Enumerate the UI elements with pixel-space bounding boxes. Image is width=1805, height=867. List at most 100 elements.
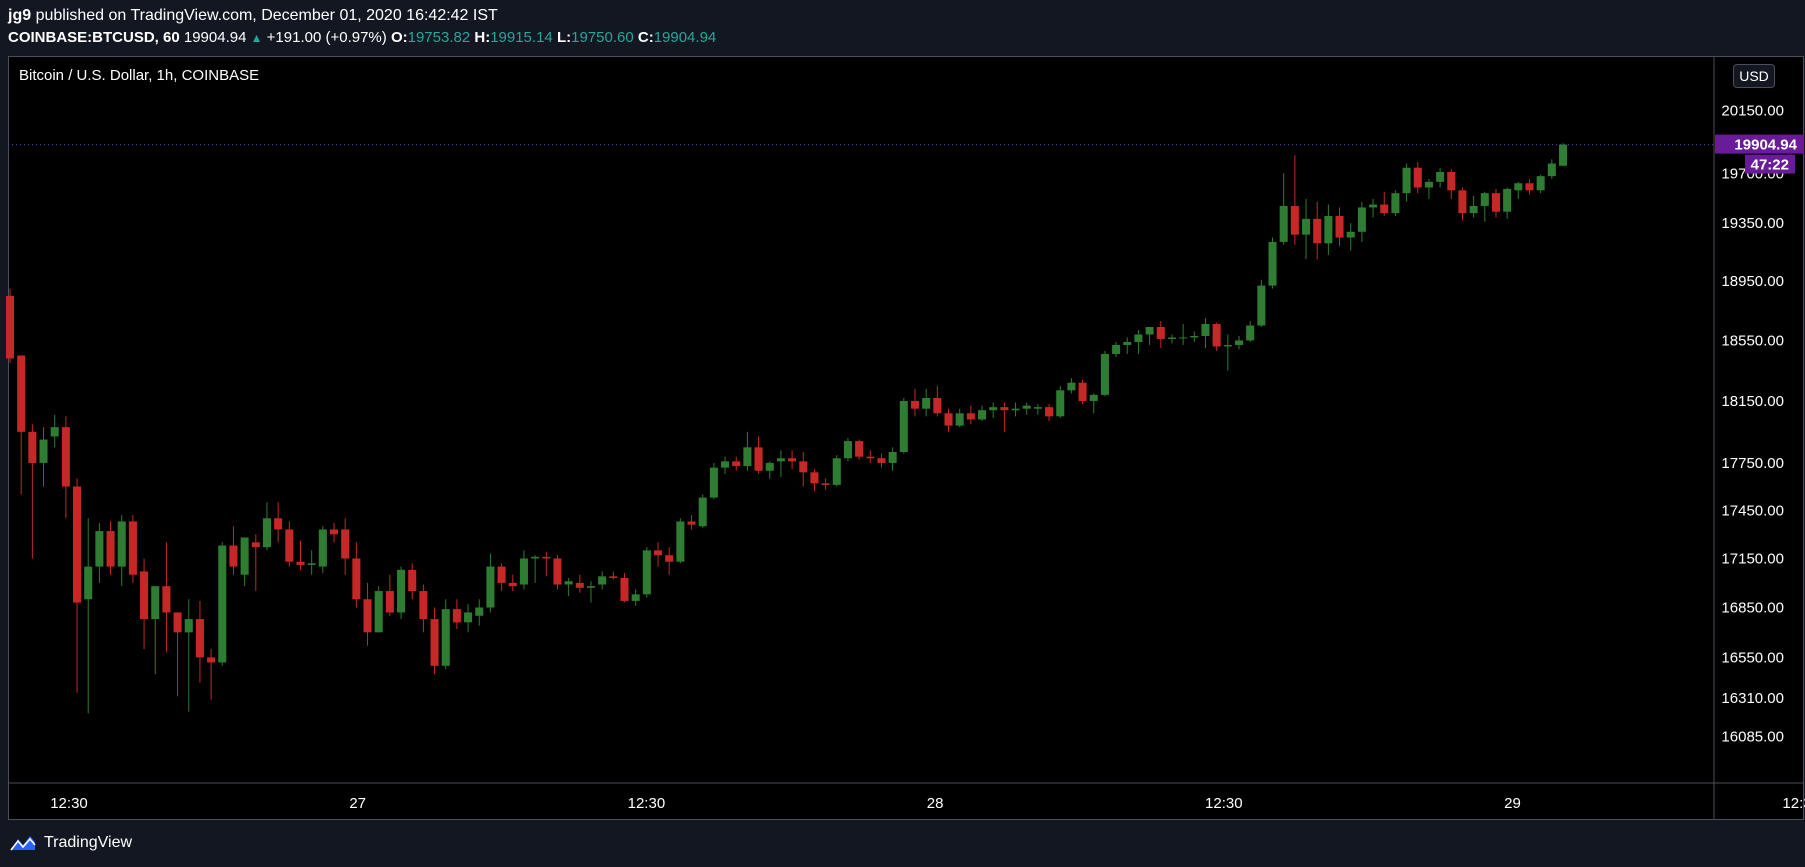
candle-body (1536, 176, 1545, 191)
candle-body (1045, 407, 1054, 417)
candle-body (318, 529, 327, 567)
candle-body (732, 461, 741, 467)
symbol-name[interactable]: COINBASE:BTCUSD, 60 (8, 29, 180, 46)
price-change: +191.00 (+0.97%) (266, 29, 387, 46)
y-tick-label: 16085.00 (1721, 729, 1784, 746)
candle-body (1067, 382, 1076, 391)
candle-body (408, 569, 417, 592)
candle-body (899, 401, 908, 452)
candle-body (1380, 204, 1389, 214)
y-tick-label: 18950.00 (1721, 273, 1784, 290)
candle-body (955, 413, 964, 426)
candle-body (39, 439, 48, 463)
candle-body (843, 441, 852, 459)
candle-body (910, 401, 920, 409)
candle-body (933, 397, 942, 414)
candle-body (665, 555, 674, 562)
candle-body (419, 591, 428, 620)
candle-body (329, 529, 339, 535)
candle-body (352, 558, 361, 600)
tradingview-brand[interactable]: TradingView (44, 834, 133, 851)
publisher-name[interactable]: jg9 (8, 7, 32, 24)
close-value: 19904.94 (653, 29, 717, 46)
candle-body (475, 607, 484, 616)
candle-body (575, 582, 584, 588)
candle-body (642, 550, 651, 595)
candle-body (50, 427, 59, 437)
candle-body (95, 531, 104, 567)
candle-body (709, 467, 718, 498)
y-tick-label: 17150.00 (1721, 550, 1784, 567)
candle-body (285, 529, 294, 562)
candle-body (1234, 340, 1244, 345)
candle-body (866, 456, 875, 459)
x-tick-label: 27 (349, 795, 366, 812)
candle-body (184, 619, 193, 633)
candle-body (1257, 285, 1266, 326)
candle-body (687, 521, 696, 525)
candle-body (1033, 407, 1042, 409)
chart-border (8, 56, 1804, 820)
candle-body (1112, 344, 1121, 354)
candle-body (140, 571, 149, 620)
candle-body (1447, 171, 1456, 191)
candle-body (519, 558, 528, 585)
candle-body (1179, 337, 1188, 339)
candle-body (1424, 181, 1433, 188)
candle-body (28, 431, 37, 463)
candle-body (1000, 407, 1009, 411)
candle-body (1268, 241, 1277, 286)
candle-body (1413, 167, 1422, 188)
candle-body (743, 447, 752, 467)
open-value: 19753.82 (407, 29, 471, 46)
candle-body (452, 609, 461, 623)
candle-body (564, 581, 573, 585)
candle-body (1346, 231, 1355, 238)
x-tick-label: 12:30 (1205, 795, 1243, 812)
candle-body (1369, 204, 1378, 208)
currency-button[interactable]: USD (1733, 64, 1775, 88)
publish-info: jg9 published on TradingView.com, Decemb… (8, 7, 498, 25)
up-arrow-icon: ▲ (250, 31, 263, 45)
y-tick-label: 17750.00 (1721, 455, 1784, 472)
y-tick-label: 18150.00 (1721, 393, 1784, 410)
candle-body (1335, 215, 1344, 238)
candle-body (1357, 207, 1366, 232)
candle-body (754, 447, 763, 471)
candle-body (598, 576, 607, 585)
close-label: C: (637, 29, 654, 46)
candle-body (799, 461, 808, 473)
candle-body (1525, 183, 1534, 191)
candle-body (229, 545, 238, 567)
y-tick-label: 17450.00 (1721, 502, 1784, 519)
x-tick-label: 12:30 (50, 795, 88, 812)
candle-body (173, 612, 182, 633)
price-label-box (1715, 134, 1804, 154)
candle-body (486, 566, 495, 608)
candle-body (1089, 394, 1098, 402)
candle-body (1056, 390, 1065, 417)
candle-body (430, 619, 439, 666)
candle-body (240, 537, 249, 575)
high-value: 19915.14 (490, 29, 553, 46)
candle-body (1313, 218, 1322, 244)
chart-title: Bitcoin / U.S. Dollar, 1h, COINBASE (19, 67, 260, 84)
candle-body (977, 410, 987, 420)
candle-body (1302, 218, 1311, 235)
candle-body (944, 413, 953, 426)
candle-body (385, 591, 394, 613)
candle-body (363, 599, 372, 633)
candle-body (1547, 163, 1556, 177)
candle-body (1167, 337, 1176, 339)
candle-body (151, 586, 160, 620)
candle-body (17, 355, 26, 432)
candle-body (1402, 167, 1411, 194)
candle-body (341, 529, 350, 559)
x-tick-label: 28 (927, 795, 944, 812)
candle-body (676, 521, 685, 562)
candle-body (631, 594, 640, 601)
tradingview-logo-icon[interactable] (8, 833, 38, 853)
candle-body (274, 518, 283, 530)
candle-body (397, 569, 406, 613)
